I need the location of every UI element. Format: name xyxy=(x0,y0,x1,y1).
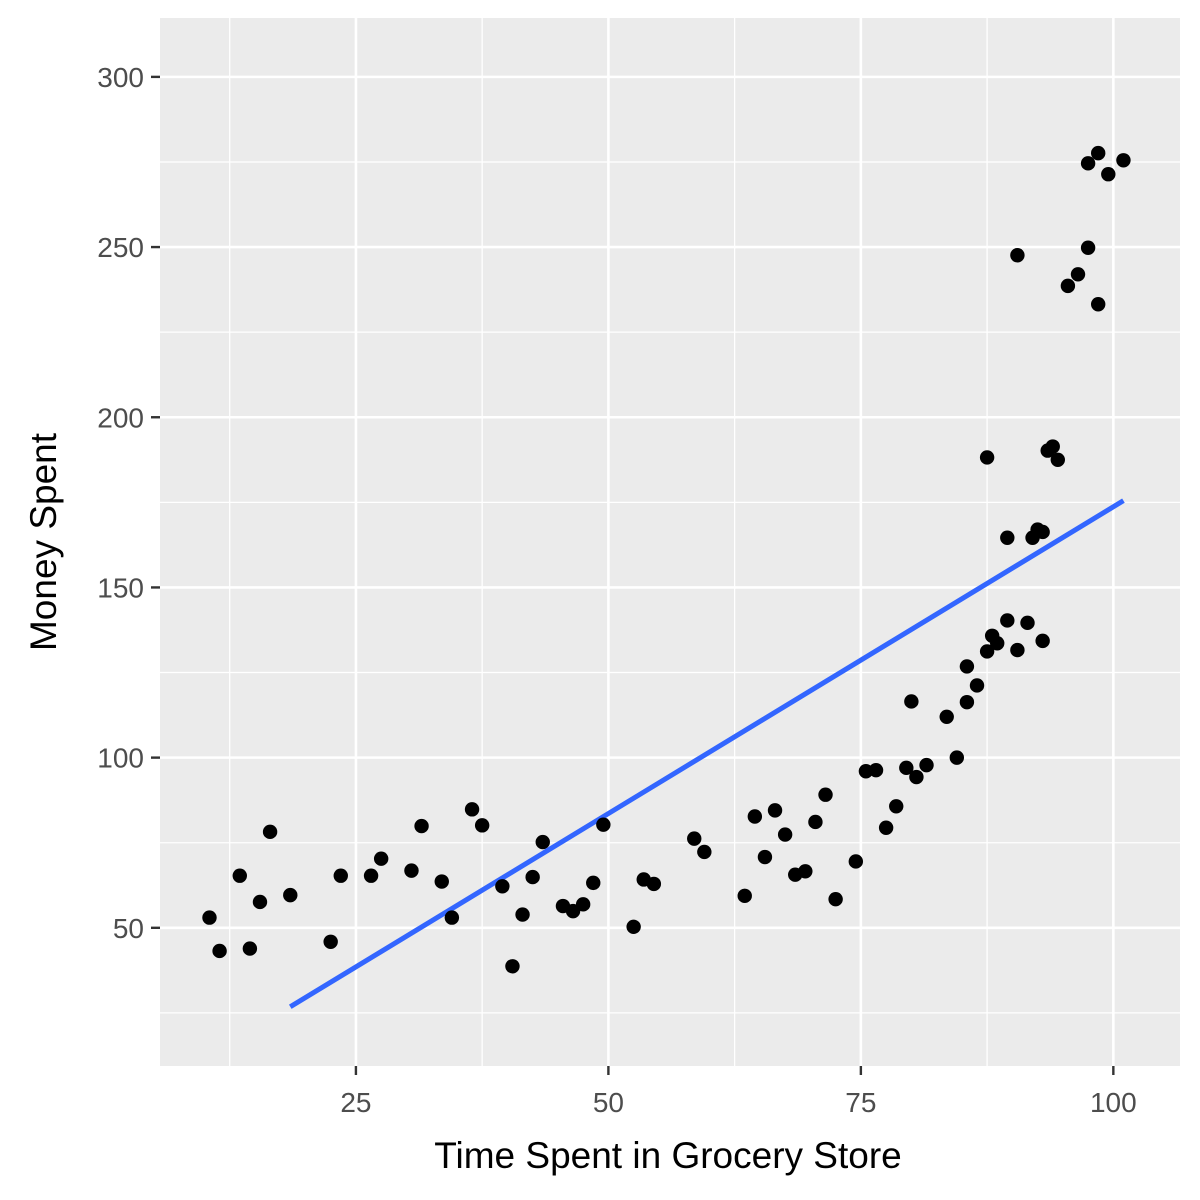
x-tick-label: 25 xyxy=(340,1087,371,1118)
data-point xyxy=(1010,248,1025,263)
data-point xyxy=(1010,642,1025,658)
data-point xyxy=(949,750,965,765)
data-point xyxy=(525,869,540,885)
y-tick-label: 300 xyxy=(97,62,144,93)
data-point xyxy=(1050,452,1066,468)
data-point xyxy=(1020,615,1035,631)
data-point xyxy=(798,864,813,879)
data-point xyxy=(777,827,793,842)
y-axis: 50 100 150 200 250 300 xyxy=(97,62,160,944)
data-point xyxy=(232,868,247,883)
data-point xyxy=(464,802,480,817)
data-point xyxy=(757,849,773,865)
data-point xyxy=(1090,145,1106,161)
y-tick-label: 150 xyxy=(97,572,144,603)
data-point xyxy=(878,820,894,835)
data-point xyxy=(646,876,662,892)
data-point xyxy=(505,959,520,974)
x-axis: 25 50 75 100 xyxy=(340,1066,1137,1118)
data-point xyxy=(434,874,449,889)
data-point xyxy=(404,863,419,878)
data-point xyxy=(1080,240,1096,255)
data-point xyxy=(818,787,833,802)
data-point xyxy=(1045,439,1060,454)
data-point xyxy=(586,875,601,891)
y-tick-label: 100 xyxy=(97,743,144,774)
data-point xyxy=(848,854,864,869)
data-point xyxy=(899,760,914,776)
data-point xyxy=(262,824,278,840)
data-point xyxy=(535,834,550,850)
data-point xyxy=(959,694,975,710)
data-point xyxy=(515,907,530,922)
data-point xyxy=(1000,530,1015,545)
data-point xyxy=(737,888,752,904)
data-point xyxy=(596,817,611,832)
data-point xyxy=(990,636,1005,651)
data-point xyxy=(697,844,712,860)
data-point xyxy=(323,934,338,949)
data-point xyxy=(1090,297,1106,312)
x-tick-label: 75 xyxy=(845,1087,876,1118)
data-point xyxy=(868,763,884,778)
data-point xyxy=(444,910,460,925)
data-point xyxy=(979,450,995,465)
data-point xyxy=(242,941,258,956)
data-point xyxy=(828,892,843,907)
data-point xyxy=(959,659,975,674)
data-point xyxy=(283,887,298,903)
data-point xyxy=(979,644,995,659)
data-point xyxy=(808,814,823,830)
data-point xyxy=(889,799,904,814)
data-point xyxy=(687,831,702,846)
data-point xyxy=(939,709,954,724)
data-point xyxy=(919,757,934,773)
data-point xyxy=(1035,524,1050,540)
regression-line xyxy=(288,498,1125,1009)
y-axis-title: Money Spent xyxy=(23,432,64,651)
data-point xyxy=(1000,613,1015,628)
data-point xyxy=(565,903,581,919)
data-point xyxy=(969,678,985,693)
x-axis-title: Time Spent in Grocery Store xyxy=(434,1135,901,1176)
data-points xyxy=(202,145,1131,974)
data-point xyxy=(626,919,641,934)
data-point xyxy=(1060,278,1076,294)
data-point xyxy=(202,910,217,925)
data-point xyxy=(904,694,919,709)
fit-line-layer xyxy=(288,498,1125,1009)
data-point xyxy=(1101,167,1116,182)
data-point xyxy=(909,769,924,785)
data-point xyxy=(414,818,429,834)
x-tick-label: 50 xyxy=(593,1087,624,1118)
data-point xyxy=(363,868,379,883)
minor-gridlines xyxy=(160,18,1180,1066)
data-point xyxy=(1116,153,1131,168)
data-point xyxy=(212,943,227,959)
y-tick-label: 250 xyxy=(97,232,144,263)
data-point xyxy=(373,851,389,866)
data-point xyxy=(252,894,268,910)
data-point xyxy=(474,818,490,833)
data-point xyxy=(333,868,348,883)
data-point xyxy=(747,809,763,824)
data-point xyxy=(1035,633,1050,649)
data-point xyxy=(767,803,783,818)
data-point xyxy=(1070,267,1086,282)
y-tick-label: 200 xyxy=(97,402,144,433)
major-gridlines xyxy=(160,18,1180,1066)
data-point xyxy=(495,879,510,894)
y-tick-label: 50 xyxy=(113,913,144,944)
data-point xyxy=(1080,156,1096,171)
x-tick-label: 100 xyxy=(1090,1087,1137,1118)
data-point xyxy=(575,897,591,912)
